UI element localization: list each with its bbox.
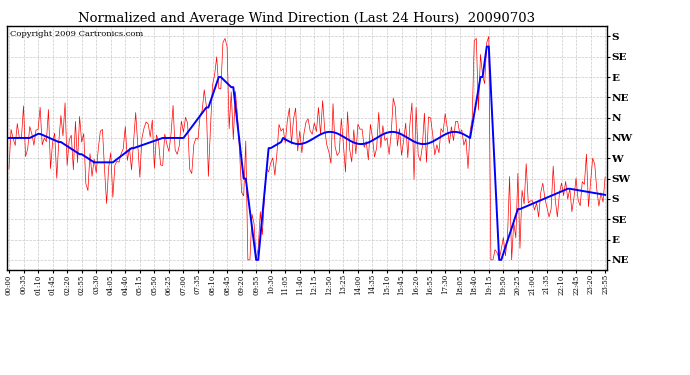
Title: Normalized and Average Wind Direction (Last 24 Hours)  20090703: Normalized and Average Wind Direction (L…: [79, 12, 535, 25]
Text: Copyright 2009 Cartronics.com: Copyright 2009 Cartronics.com: [10, 30, 143, 38]
